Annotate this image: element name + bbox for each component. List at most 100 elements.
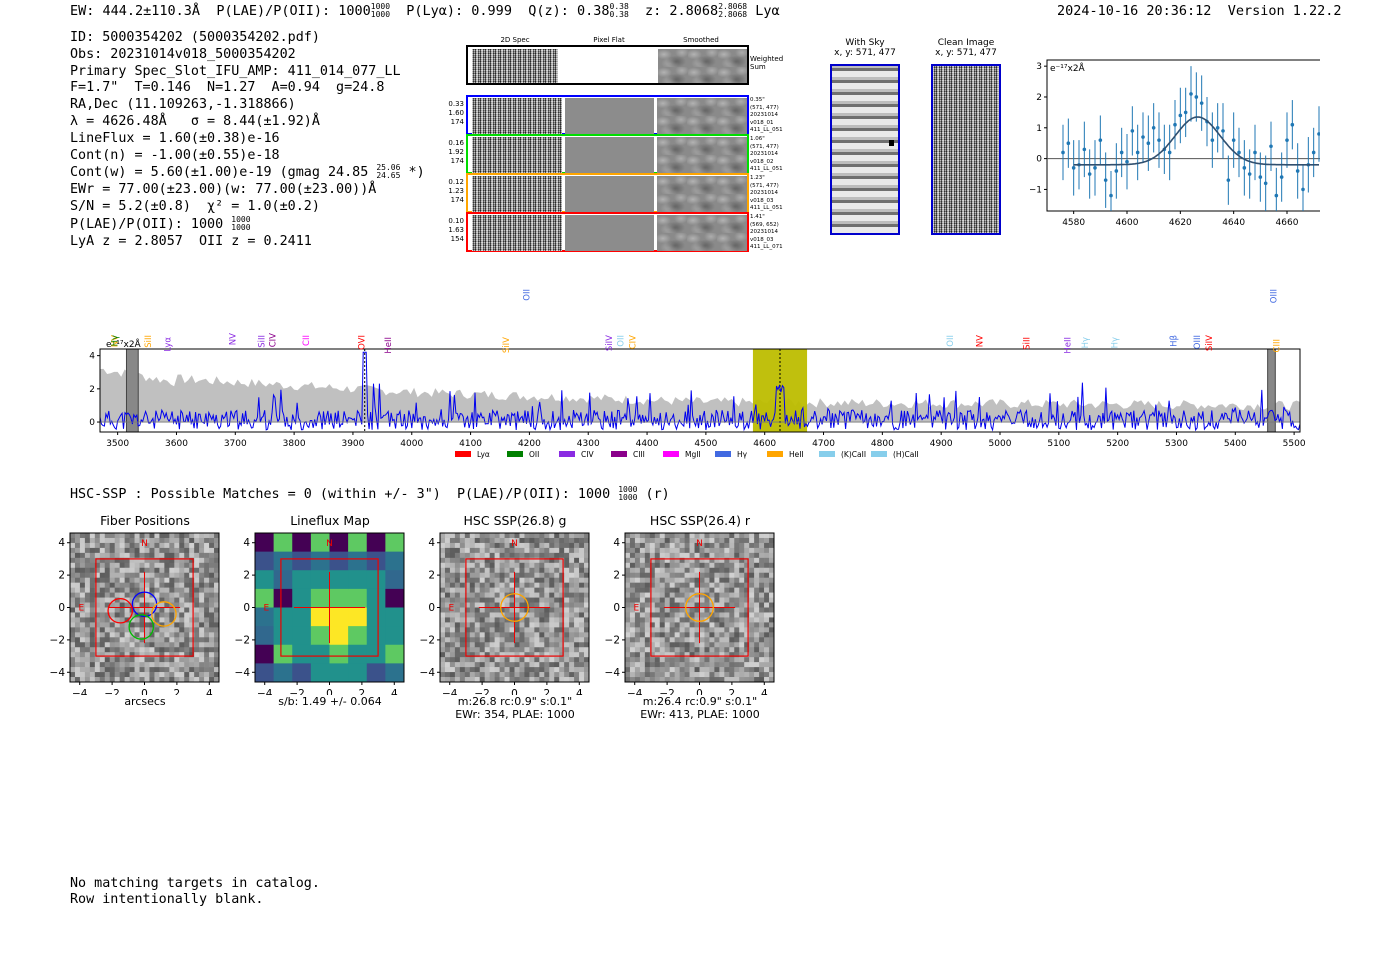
image-pixel (549, 652, 555, 658)
image-pixel (704, 622, 710, 628)
weighted-smoothed (658, 49, 747, 83)
fit-data-point (1210, 138, 1215, 142)
image-pixel (544, 602, 550, 608)
image-pixel (625, 607, 631, 613)
image-pixel (149, 652, 155, 658)
image-pixel (629, 647, 636, 653)
image-pixel (129, 587, 135, 593)
image-pixel (144, 622, 150, 628)
image-pixel (534, 597, 540, 603)
image-pixel (489, 647, 495, 653)
lineflux-cell (255, 588, 275, 608)
image-pixel (629, 637, 636, 643)
image-pixel (70, 677, 76, 683)
image-pixel (684, 552, 690, 559)
image-pixel (719, 657, 725, 663)
weighted-2dspec (472, 49, 558, 83)
image-pixel (674, 602, 680, 608)
image-pixel (494, 672, 500, 678)
image-pixel (719, 537, 725, 544)
lineflux-cell (292, 588, 312, 608)
image-pixel (109, 562, 115, 569)
image-pixel (94, 677, 101, 683)
image-pixel (669, 572, 675, 578)
image-pixel (144, 617, 150, 623)
image-pixel (759, 597, 765, 603)
spec2d-row-meta: 0.35" (571, 477) 20231014 v018_01 411_LL_051 (750, 97, 783, 133)
image-pixel (464, 617, 471, 623)
image-pixel (184, 617, 190, 623)
image-pixel (549, 577, 555, 583)
smoothed-image (657, 215, 747, 251)
image-pixel (74, 557, 81, 564)
image-pixel (494, 537, 500, 544)
image-pixel (169, 622, 175, 628)
image-pixel (494, 552, 500, 559)
image-pixel (539, 582, 545, 588)
image-pixel (504, 667, 510, 673)
hsc-ytick-label: 4 (243, 537, 250, 549)
smoothed-image (657, 98, 747, 134)
hsc-xtick-label: −4 (257, 688, 273, 695)
image-pixel (464, 557, 471, 564)
image-pixel (479, 602, 485, 608)
lineflux-cell (385, 663, 405, 683)
image-pixel (634, 667, 641, 673)
image-pixel (699, 622, 705, 628)
image-pixel (514, 572, 520, 578)
smoothed-image (657, 176, 747, 212)
image-pixel (564, 557, 570, 564)
image-pixel (449, 617, 456, 623)
image-pixel (474, 592, 481, 598)
image-pixel (169, 542, 175, 549)
image-pixel (519, 547, 525, 554)
image-pixel (189, 627, 195, 633)
image-pixel (769, 612, 775, 618)
image-pixel (199, 677, 205, 683)
spec2d-row (466, 173, 749, 213)
image-pixel (164, 632, 170, 638)
image-pixel (639, 592, 646, 598)
image-pixel (664, 622, 670, 628)
image-pixel (194, 622, 200, 628)
image-pixel (70, 533, 76, 539)
image-pixel (559, 562, 565, 569)
image-pixel (70, 662, 76, 668)
image-pixel (509, 602, 515, 608)
image-pixel (564, 677, 570, 683)
image-pixel (464, 637, 471, 643)
image-pixel (649, 632, 656, 638)
image-pixel (489, 542, 495, 549)
image-pixel (509, 582, 515, 588)
image-pixel (709, 562, 715, 569)
image-pixel (519, 537, 525, 544)
spec2d-row (466, 134, 749, 174)
image-pixel (634, 607, 641, 613)
image-pixel (99, 662, 106, 668)
image-pixel (189, 562, 195, 569)
image-pixel (164, 557, 170, 564)
image-pixel (194, 572, 200, 578)
image-pixel (719, 592, 725, 598)
lambda-sigma: λ = 4626.48Å σ = 8.44(±1.92)Å (70, 113, 320, 129)
image-pixel (444, 592, 451, 598)
lineflux-cell (255, 663, 275, 683)
image-pixel (479, 612, 485, 618)
image-pixel (729, 533, 735, 539)
image-pixel (669, 562, 675, 569)
image-pixel (749, 632, 755, 638)
image-pixel (574, 607, 580, 613)
image-pixel (509, 617, 515, 623)
image-pixel (149, 677, 155, 683)
image-pixel (99, 557, 106, 564)
image-pixel (84, 572, 91, 578)
image-pixel (114, 637, 120, 643)
spectrum-line-label: SiII (144, 335, 154, 348)
image-pixel (719, 542, 725, 549)
image-pixel (144, 667, 150, 673)
image-pixel (644, 562, 651, 569)
image-pixel (684, 672, 690, 678)
fit-data-point (1109, 193, 1113, 198)
image-pixel (444, 652, 451, 658)
image-pixel (574, 627, 580, 633)
